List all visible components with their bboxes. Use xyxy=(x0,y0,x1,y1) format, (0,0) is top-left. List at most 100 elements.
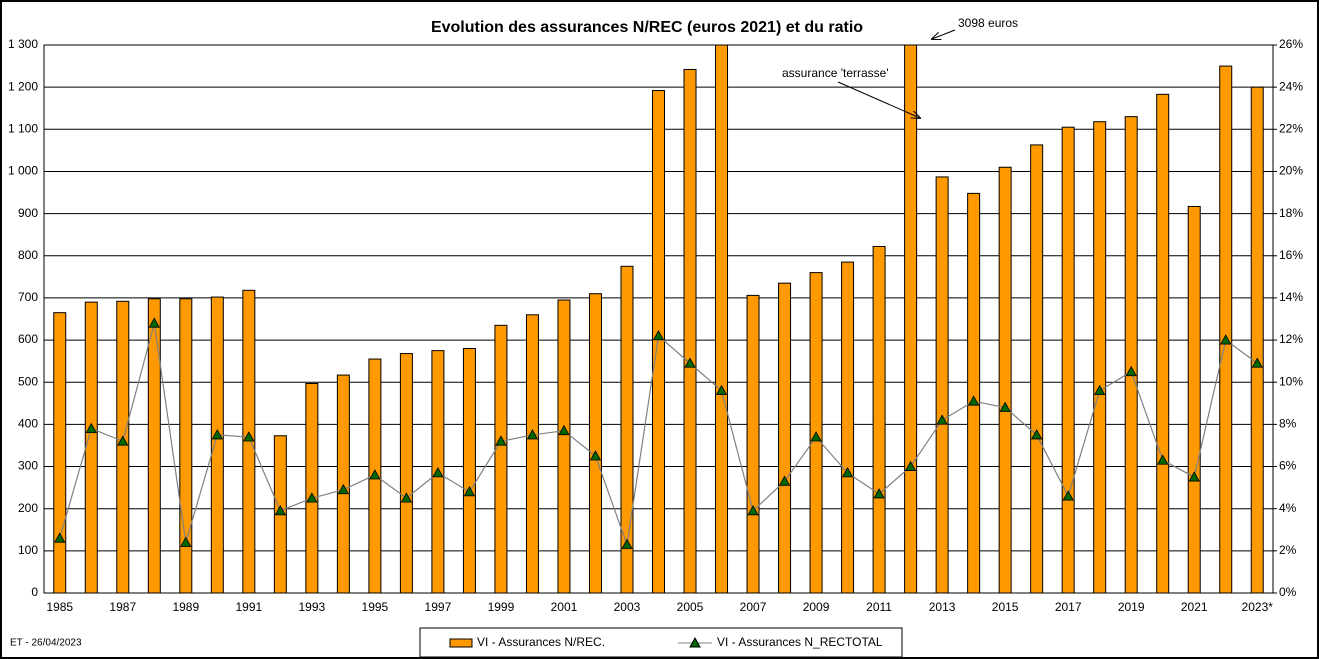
bar xyxy=(998,166,1012,593)
y-tick-label: 800 xyxy=(18,248,38,262)
y-tick-label: 1 100 xyxy=(8,121,38,135)
bar xyxy=(652,90,665,593)
x-tick-label: 1997 xyxy=(425,600,452,614)
bar xyxy=(557,299,571,593)
bar xyxy=(872,245,886,593)
x-tick-label: 2013 xyxy=(929,600,956,614)
bar xyxy=(525,314,539,593)
marker xyxy=(243,431,255,442)
bar xyxy=(494,324,508,593)
bar xyxy=(620,265,634,593)
y-tick-label: 700 xyxy=(18,290,38,304)
x-tick-label: 2011 xyxy=(866,600,892,614)
marker xyxy=(621,538,633,549)
bar xyxy=(967,192,981,593)
bar xyxy=(1250,86,1264,593)
marker xyxy=(1251,357,1263,368)
y-tick-label: 400 xyxy=(18,417,38,431)
bar xyxy=(746,294,760,593)
y2-tick-label: 26% xyxy=(1279,37,1303,51)
legend-label: VI - Assurances N/REC. xyxy=(477,635,605,649)
x-tick-label: 1985 xyxy=(46,600,73,614)
y-tick-label: 500 xyxy=(18,374,38,388)
marker xyxy=(337,483,350,495)
marker xyxy=(684,357,696,368)
marker xyxy=(1030,429,1043,440)
x-tick-label: 2001 xyxy=(551,600,578,614)
y-tick-label: 600 xyxy=(18,332,38,346)
y2-tick-label: 12% xyxy=(1279,332,1303,346)
marker xyxy=(400,492,413,503)
marker xyxy=(85,422,97,433)
y2-tick-label: 20% xyxy=(1279,164,1303,178)
marker xyxy=(1220,334,1232,345)
bar xyxy=(1124,116,1138,593)
bar xyxy=(778,282,792,593)
bar xyxy=(1156,93,1170,593)
y2-tick-label: 14% xyxy=(1279,290,1303,304)
y-tick-label: 0 xyxy=(31,585,38,599)
legend-swatch xyxy=(689,636,701,648)
bar xyxy=(53,312,67,593)
bar xyxy=(179,298,193,593)
legend-label: VI - Assurances N_RECTOTAL xyxy=(717,635,883,649)
marker xyxy=(1062,490,1074,501)
y2-tick-label: 4% xyxy=(1279,501,1297,515)
marker xyxy=(526,429,539,440)
y-tick-label: 100 xyxy=(18,543,38,557)
marker xyxy=(558,424,570,436)
marker xyxy=(1094,384,1106,396)
marker xyxy=(715,384,728,396)
y-tick-label: 900 xyxy=(18,206,38,220)
marker xyxy=(432,467,444,478)
marker xyxy=(967,395,980,406)
marker xyxy=(1125,365,1137,377)
bar xyxy=(935,176,949,593)
x-tick-label: 1993 xyxy=(299,600,326,614)
marker xyxy=(463,486,476,497)
marker xyxy=(841,467,854,478)
marker xyxy=(936,414,948,425)
x-tick-label: 2021 xyxy=(1181,600,1208,614)
y-tick-label: 1 300 xyxy=(8,37,38,51)
bar xyxy=(588,293,602,593)
marker xyxy=(180,536,192,547)
bar xyxy=(84,301,98,593)
marker xyxy=(810,431,822,442)
x-tick-label: 2005 xyxy=(677,600,704,614)
bar xyxy=(1061,126,1075,593)
marker xyxy=(904,460,917,471)
marker xyxy=(495,435,507,446)
y2-tick-label: 6% xyxy=(1279,459,1297,473)
marker xyxy=(873,488,885,499)
x-tick-label: 1995 xyxy=(362,600,389,614)
bar xyxy=(1219,65,1233,593)
bar xyxy=(1030,144,1044,593)
x-tick-label: 1999 xyxy=(488,600,515,614)
marker xyxy=(1188,471,1200,482)
marker xyxy=(211,429,224,440)
x-tick-label: 2015 xyxy=(992,600,1019,614)
bar xyxy=(116,300,130,593)
bar xyxy=(904,45,918,593)
y-tick-label: 300 xyxy=(18,459,38,473)
x-tick-label: 1991 xyxy=(235,600,262,614)
y2-tick-label: 22% xyxy=(1279,121,1303,135)
y2-tick-label: 0% xyxy=(1279,585,1297,599)
bar xyxy=(399,353,413,593)
annotation-arrow xyxy=(837,81,920,118)
x-tick-label: 2007 xyxy=(740,600,767,614)
x-tick-label: 1989 xyxy=(172,600,199,614)
marker xyxy=(306,492,318,503)
x-tick-label: 2019 xyxy=(1118,600,1145,614)
bar xyxy=(683,68,697,593)
y2-tick-label: 10% xyxy=(1279,374,1303,388)
marker xyxy=(589,450,602,461)
y-tick-label: 1 000 xyxy=(8,164,38,178)
bar xyxy=(715,45,729,593)
bar xyxy=(242,289,256,593)
annotation-arrow xyxy=(932,29,956,39)
bar xyxy=(305,382,319,593)
x-tick-label: 2023* xyxy=(1242,600,1274,614)
